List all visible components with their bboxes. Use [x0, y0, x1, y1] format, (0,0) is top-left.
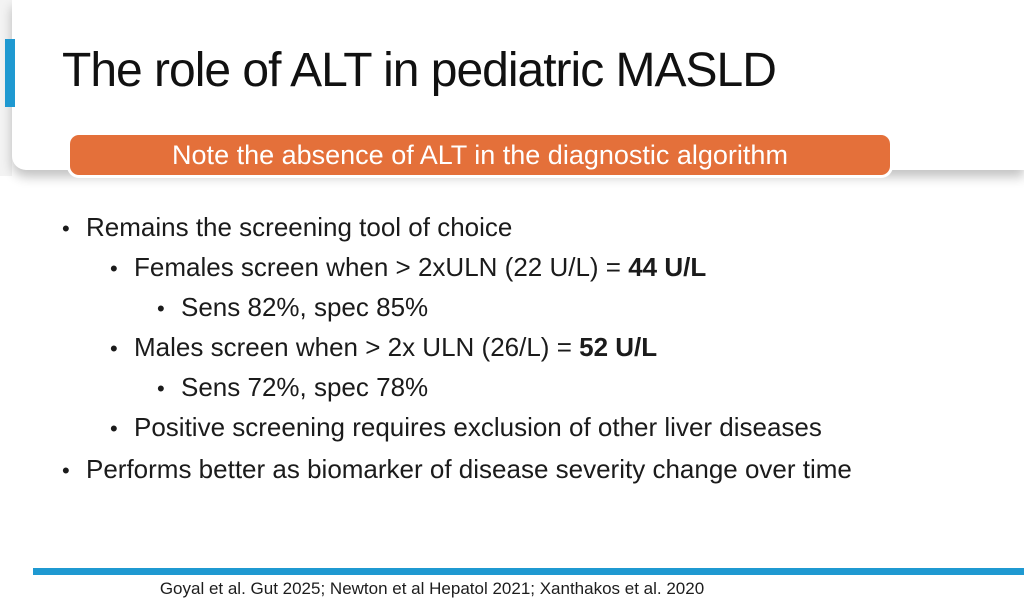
- key-message-text: Note the absence of ALT in the diagnosti…: [172, 140, 788, 170]
- list-item-text: Females screen when > 2xULN (22 U/L) =: [134, 252, 629, 282]
- slide-title: The role of ALT in pediatric MASLD: [62, 44, 777, 97]
- list-item-text: Performs better as biomarker of disease …: [86, 454, 852, 484]
- list-item-bold-text: 44 U/L: [628, 252, 707, 282]
- citation: Goyal et al. Gut 2025; Newton et al Hepa…: [159, 579, 705, 598]
- list-item: • Sens 72%, spec 78%: [0, 367, 1024, 407]
- bullet-list: • Remains the screening tool of choice • F…: [0, 207, 1024, 489]
- list-item: • Remains the screening tool of choice: [0, 207, 1024, 247]
- list-item-text: Sens 72%, spec 78%: [181, 372, 429, 402]
- list-item: • Performs better as biomarker of disease…: [0, 449, 1024, 489]
- bullet-icon: •: [110, 336, 118, 361]
- bullet-icon: •: [110, 256, 118, 281]
- list-item-text: Males screen when > 2x ULN (26/L) =: [134, 332, 580, 362]
- list-item-text: Sens 82%, spec 85%: [181, 292, 429, 322]
- title-accent-bar: [5, 39, 15, 107]
- key-message-banner: Note the absence of ALT in the diagnosti…: [70, 135, 890, 175]
- bullet-icon: •: [62, 216, 70, 241]
- bullet-icon: •: [110, 416, 118, 441]
- footer-accent-line: [33, 568, 1024, 575]
- bullet-icon: •: [157, 296, 165, 321]
- list-item: • Positive screening requires exclusion o…: [0, 407, 1024, 447]
- list-item-text: Remains the screening tool of choice: [86, 212, 513, 242]
- list-item-bold-text: 52 U/L: [579, 332, 658, 362]
- list-item: • Females screen when > 2xULN (22 U/L) = …: [0, 247, 1024, 287]
- bullet-icon: •: [62, 458, 70, 483]
- list-item: • Sens 82%, spec 85%: [0, 287, 1024, 327]
- list-item: • Males screen when > 2x ULN (26/L) = 52 …: [0, 327, 1024, 367]
- list-item-text: Positive screening requires exclusion of…: [134, 412, 822, 442]
- bullet-icon: •: [157, 376, 165, 401]
